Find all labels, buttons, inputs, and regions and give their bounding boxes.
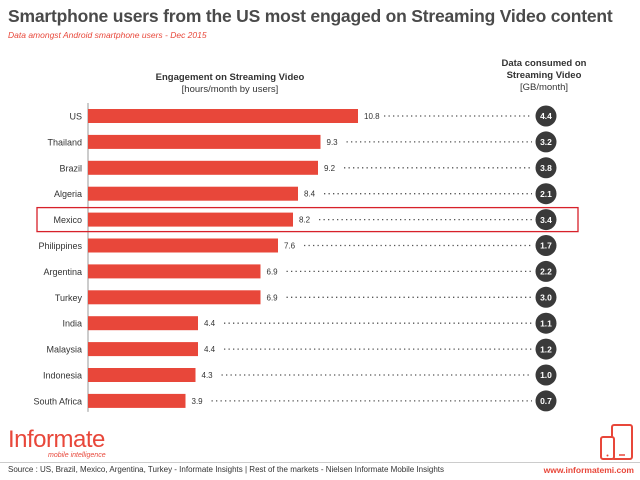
logo-tagline: mobile intelligence: [48, 452, 106, 459]
bar-us: [88, 109, 358, 123]
data-header-title-2: Streaming Video: [506, 70, 582, 81]
data-value-argentina: 2.2: [540, 267, 552, 277]
data-value-brazil: 3.8: [540, 163, 552, 173]
bar-philippines: [88, 238, 278, 253]
bar-thailand: [88, 134, 321, 149]
category-label-mexico: Mexico: [53, 215, 82, 225]
data-badge-mexico: [535, 209, 557, 231]
bar-turkey: [88, 290, 261, 305]
data-badge-indonesia: [535, 364, 557, 386]
data-value-south-africa: 0.7: [540, 396, 552, 406]
bar-south-africa: [88, 393, 186, 408]
value-label-brazil: 9.2: [324, 164, 336, 173]
category-label-philippines: Philippines: [38, 241, 82, 251]
category-label-indonesia: Indonesia: [43, 371, 82, 381]
data-badge-algeria: [535, 183, 557, 205]
category-label-argentina: Argentina: [43, 267, 82, 277]
value-label-thailand: 9.3: [327, 138, 339, 147]
value-label-south-africa: 3.9: [192, 397, 204, 406]
data-column-header: Data consumed on Streaming Video [GB/mon…: [484, 58, 604, 94]
data-badge-turkey: [535, 286, 557, 308]
category-label-algeria: Algeria: [54, 189, 82, 199]
value-label-algeria: 8.4: [304, 190, 316, 199]
footer-divider: [0, 462, 640, 463]
category-label-south-africa: South Africa: [33, 396, 82, 406]
data-badge-us: [535, 105, 557, 127]
data-badge-brazil: [535, 157, 557, 179]
category-label-brazil: Brazil: [59, 163, 82, 173]
data-value-india: 1.1: [540, 318, 552, 328]
value-label-turkey: 6.9: [267, 293, 279, 302]
category-label-thailand: Thailand: [47, 137, 82, 147]
data-badge-philippines: [535, 235, 557, 256]
engagement-header-title: Engagement on Streaming Video: [155, 72, 305, 83]
informate-logo: Informate: [8, 426, 105, 453]
devices-icon: [600, 424, 633, 460]
data-badge-south-africa: [535, 390, 557, 412]
category-label-india: India: [62, 319, 82, 329]
data-badge-malaysia: [535, 338, 557, 360]
data-header-title-1: Data consumed on: [501, 58, 587, 69]
chart-title: Smartphone users from the US most engage…: [8, 6, 613, 26]
bar-indonesia: [88, 368, 196, 382]
highlight-box-mexico: [36, 206, 579, 233]
website-link[interactable]: www.informatemi.com: [543, 465, 634, 475]
data-header-unit: [GB/month]: [519, 82, 569, 93]
data-value-turkey: 3.0: [540, 293, 552, 303]
chart-subtitle: Data amongst Android smartphone users - …: [8, 30, 207, 40]
data-badge-india: [535, 312, 557, 334]
category-label-turkey: Turkey: [55, 293, 83, 303]
data-badge-argentina: [535, 260, 557, 282]
data-value-indonesia: 1.0: [540, 370, 552, 380]
value-label-mexico: 8.2: [299, 216, 311, 225]
data-value-malaysia: 1.2: [540, 344, 552, 354]
data-value-us: 4.4: [540, 111, 552, 121]
bar-argentina: [88, 264, 261, 279]
source-note: Source : US, Brazil, Mexico, Argentina, …: [8, 465, 445, 474]
value-label-us: 10.8: [364, 112, 380, 121]
engagement-column-header: Engagement on Streaming Video [hours/mon…: [100, 72, 360, 96]
value-label-indonesia: 4.3: [202, 371, 214, 380]
bar-brazil: [88, 160, 318, 175]
bar-india: [88, 316, 198, 331]
data-badge-thailand: [535, 131, 557, 153]
engagement-header-unit: [hours/month by users]: [181, 84, 279, 95]
category-label-malaysia: Malaysia: [46, 345, 82, 355]
bar-malaysia: [88, 342, 198, 357]
value-label-philippines: 7.6: [284, 242, 296, 251]
value-label-malaysia: 4.4: [204, 345, 216, 354]
data-value-algeria: 2.1: [540, 189, 552, 199]
category-label-us: US: [69, 112, 82, 122]
data-value-thailand: 3.2: [540, 137, 552, 147]
bar-mexico: [88, 212, 293, 227]
value-label-india: 4.4: [204, 319, 216, 328]
bar-chart: US 10.8 4.4 Thailand 9.3 3.2 Brazil 9.2 3.8 Alger…: [33, 103, 579, 412]
value-label-argentina: 6.9: [267, 267, 279, 276]
data-value-philippines: 1.7: [540, 241, 552, 251]
bar-algeria: [88, 186, 298, 201]
data-value-mexico: 3.4: [540, 215, 552, 225]
